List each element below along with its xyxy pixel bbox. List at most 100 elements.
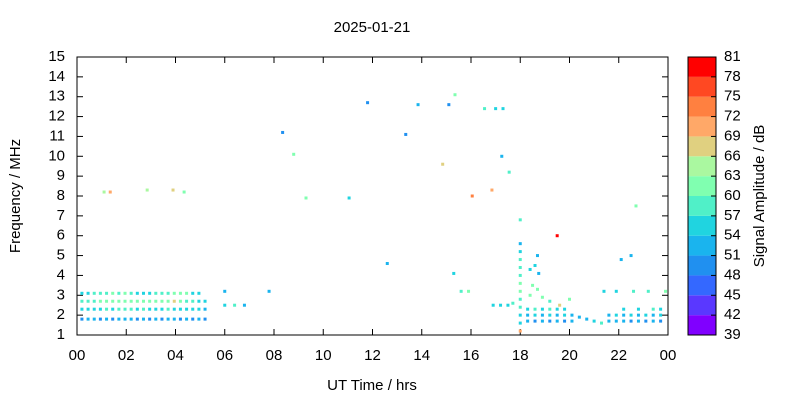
data-point (80, 307, 84, 311)
data-point (533, 319, 537, 323)
data-point (117, 307, 121, 311)
y-tick-label: 12 (48, 108, 65, 125)
y-axis-label: Frequency / MHz (7, 139, 24, 253)
data-point (555, 319, 559, 323)
colorbar-tick-label: 45 (724, 286, 741, 303)
data-point (223, 303, 227, 307)
data-point (548, 319, 552, 323)
data-point (154, 291, 158, 295)
x-tick-label: 00 (660, 347, 677, 364)
data-point (117, 291, 121, 295)
data-point (558, 303, 562, 307)
data-point (629, 254, 633, 258)
data-point (622, 307, 626, 311)
data-point (570, 313, 574, 317)
data-point (233, 303, 237, 307)
data-point (197, 299, 201, 303)
colorbar-band (688, 57, 716, 77)
data-point (533, 307, 537, 311)
data-point (166, 317, 170, 321)
data-point (644, 319, 648, 323)
data-point (518, 321, 522, 325)
x-tick-label: 08 (266, 347, 283, 364)
data-point (518, 313, 522, 317)
colorbar-band (688, 76, 716, 97)
data-point (129, 291, 133, 295)
y-tick-label: 7 (57, 207, 65, 224)
data-point (80, 299, 84, 303)
data-point (659, 307, 663, 311)
colorbar-band (688, 315, 716, 335)
data-point (518, 242, 522, 246)
data-point (111, 299, 115, 303)
x-tick-label: 14 (413, 347, 430, 364)
data-point (129, 299, 133, 303)
data-point (117, 317, 121, 321)
data-point (511, 301, 515, 305)
data-point (292, 152, 296, 156)
data-point (540, 295, 544, 299)
x-tick-label: 12 (364, 347, 381, 364)
data-point (664, 289, 668, 293)
data-point (105, 317, 109, 321)
colorbar-band (688, 196, 716, 216)
data-point (607, 313, 611, 317)
colorbar-tick-label: 51 (724, 247, 741, 264)
data-point (185, 299, 189, 303)
data-point (123, 307, 127, 311)
x-tick-label: 10 (315, 347, 332, 364)
data-point (416, 103, 420, 107)
data-point (602, 289, 606, 293)
data-point (629, 313, 633, 317)
colorbar-band (688, 275, 716, 296)
data-point (441, 162, 445, 166)
data-point (518, 265, 522, 269)
data-point (98, 291, 102, 295)
data-point (171, 188, 175, 192)
colorbar-tick-label: 54 (724, 227, 741, 244)
data-point (92, 299, 96, 303)
colorbar-tick-label: 75 (724, 88, 741, 105)
data-point (172, 307, 176, 311)
data-point (535, 287, 539, 291)
data-point (135, 307, 139, 311)
data-point (518, 250, 522, 254)
data-point (80, 317, 84, 321)
data-point (129, 307, 133, 311)
data-point (178, 299, 182, 303)
data-point (197, 317, 201, 321)
data-point (304, 196, 308, 200)
data-point (86, 291, 90, 295)
data-point (123, 291, 127, 295)
data-point (141, 307, 145, 311)
data-point (117, 299, 121, 303)
colorbar-band (688, 215, 716, 236)
data-point (548, 299, 552, 303)
colorbar-band (688, 176, 716, 196)
data-point (203, 317, 207, 321)
colorbar-band (688, 255, 716, 276)
colorbar-band (688, 235, 716, 256)
data-point (98, 307, 102, 311)
data-point (197, 307, 201, 311)
data-point (135, 299, 139, 303)
data-point (160, 307, 164, 311)
data-point (555, 234, 559, 238)
data-point (459, 289, 463, 293)
colorbar-tick-label: 66 (724, 147, 741, 164)
data-point (80, 291, 84, 295)
data-point (592, 319, 596, 323)
data-point (123, 299, 127, 303)
data-point (531, 283, 535, 287)
data-point (526, 313, 530, 317)
colorbar-tick-label: 57 (724, 207, 741, 224)
data-point (453, 93, 457, 97)
data-point (160, 299, 164, 303)
data-point (614, 313, 618, 317)
data-point (491, 303, 495, 307)
data-point (105, 307, 109, 311)
data-point (518, 258, 522, 262)
data-point (528, 293, 532, 297)
data-point (129, 317, 133, 321)
